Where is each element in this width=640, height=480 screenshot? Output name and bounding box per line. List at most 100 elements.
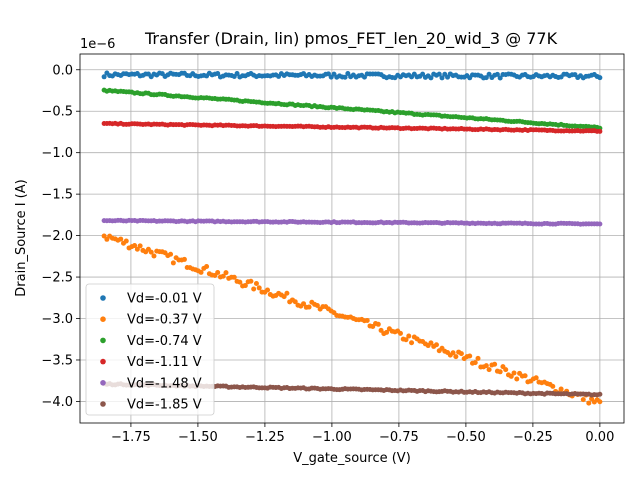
data-point (558, 386, 564, 392)
data-point (597, 391, 603, 397)
data-point (511, 370, 517, 376)
data-point (375, 321, 381, 327)
data-point (522, 373, 528, 379)
y-axis-label: Drain_Source I (A) (14, 179, 29, 296)
x-tick-label: −0.25 (513, 430, 553, 445)
data-point (134, 246, 140, 252)
data-point (132, 243, 138, 249)
data-point (314, 302, 320, 308)
data-point (361, 74, 367, 80)
data-point (483, 363, 489, 369)
data-point (248, 278, 254, 284)
data-point (497, 369, 503, 375)
data-point (151, 253, 157, 259)
legend-marker (100, 316, 106, 323)
data-point (223, 270, 229, 276)
data-point (433, 342, 439, 348)
data-point (409, 340, 415, 346)
data-point (378, 327, 384, 333)
y-tick-label: −3.0 (41, 312, 73, 327)
legend: Vd=-0.01 V Vd=-0.37 V Vd=-0.74 V Vd=-1.11 V… (85, 283, 215, 416)
y-tick-label: 0.0 (52, 63, 73, 78)
legend-entry: Vd=-0.01 V (127, 292, 202, 307)
data-point (118, 236, 124, 242)
data-point (237, 279, 243, 285)
data-point (486, 367, 492, 373)
legend-entry: Vd=-0.37 V (127, 313, 202, 328)
data-point (181, 256, 187, 262)
x-tick-label: 0.00 (585, 430, 614, 445)
legend-marker (100, 380, 106, 386)
data-point (215, 71, 221, 77)
x-axis-label: V_gate_source (V) (293, 451, 411, 466)
data-point (514, 376, 520, 382)
data-point (428, 340, 434, 346)
legend-box (85, 283, 215, 416)
series-points (101, 233, 603, 406)
data-point (284, 290, 290, 296)
y-tick-label: −0.5 (41, 105, 73, 120)
data-point (220, 273, 226, 279)
data-point (597, 75, 603, 81)
data-point (436, 71, 442, 77)
legend-entry: Vd=-0.74 V (127, 334, 202, 349)
data-point (403, 337, 409, 343)
data-point (148, 249, 154, 255)
data-point (589, 396, 595, 402)
data-point (384, 329, 390, 335)
series-points (101, 217, 603, 227)
data-point (428, 75, 434, 81)
data-point (256, 285, 262, 291)
grid (80, 54, 624, 423)
legend-entry: Vd=-1.48 V (127, 376, 202, 391)
data-point (397, 330, 403, 336)
data-point (450, 350, 456, 356)
data-point (503, 367, 509, 373)
data-point (475, 355, 481, 361)
data-point (251, 286, 257, 292)
data-point (494, 71, 500, 77)
series-points (101, 70, 603, 81)
data-point (101, 233, 107, 239)
data-point (364, 317, 370, 323)
x-tick-label: −1.50 (178, 430, 218, 445)
x-tick-label: −0.50 (446, 430, 486, 445)
y-tick-label: −3.5 (41, 353, 73, 368)
x-tick-label: −1.75 (111, 430, 151, 445)
data-point (101, 74, 107, 80)
data-point (550, 383, 556, 389)
data-point (586, 400, 592, 406)
series-points (101, 87, 603, 131)
data-point (439, 75, 445, 81)
data-point (292, 299, 298, 305)
data-point (137, 243, 143, 249)
legend-entry: Vd=-1.85 V (127, 398, 202, 413)
data-point (342, 74, 348, 80)
data-point (533, 375, 539, 381)
series-points (101, 120, 603, 134)
data-point (301, 301, 307, 307)
data-point (123, 238, 129, 244)
legend-marker (100, 337, 106, 344)
data-point (306, 304, 312, 310)
data-point (281, 294, 287, 300)
data-point (231, 274, 237, 280)
data-point (406, 333, 412, 339)
y-offset-label: 1e−6 (80, 37, 115, 52)
data-point (497, 75, 503, 81)
y-tick-label: −1.5 (41, 188, 73, 203)
data-point (472, 360, 478, 366)
data-point (453, 354, 459, 360)
y-tick-label: −1.0 (41, 146, 73, 161)
chart-title: Transfer (Drain, lin) pmos_FET_len_20_wi… (144, 29, 558, 49)
data-point (215, 270, 221, 276)
y-tick-label: −4.0 (41, 395, 73, 410)
data-point (168, 251, 174, 257)
legend-marker (100, 358, 106, 365)
data-point (265, 287, 271, 293)
x-tick-label: −1.00 (312, 430, 352, 445)
y-tick-label: −2.0 (41, 229, 73, 244)
data-point (198, 269, 204, 275)
data-point (508, 373, 514, 379)
data-point (597, 221, 603, 227)
